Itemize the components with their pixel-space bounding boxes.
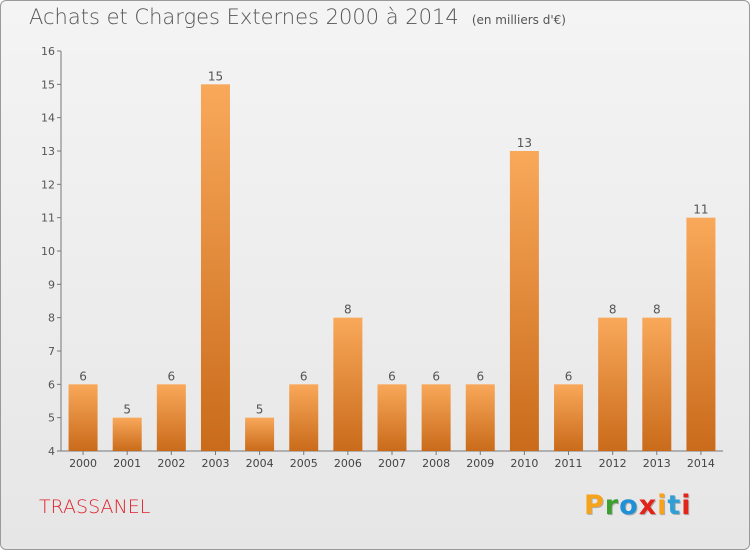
x-tick-label: 2006 xyxy=(334,457,362,470)
logo-letter: i xyxy=(681,490,692,521)
data-label: 6 xyxy=(432,369,440,383)
data-label: 8 xyxy=(609,303,617,317)
bar xyxy=(289,384,319,451)
y-tick-label: 9 xyxy=(48,278,55,291)
chart-bars: 6 5 6 15 5 6 8 6 6 6 13 6 8 8 11 xyxy=(68,69,716,451)
data-label: 15 xyxy=(208,69,223,83)
bar xyxy=(421,384,451,451)
bar xyxy=(509,151,539,451)
x-tick-label: 2011 xyxy=(555,457,583,470)
bar xyxy=(333,317,363,451)
chart-title-row: Achats et Charges Externes 2000 à 2014 (… xyxy=(29,5,566,29)
logo-letter: P xyxy=(584,490,605,521)
y-tick-label: 8 xyxy=(48,312,55,325)
bar xyxy=(686,217,716,451)
bar xyxy=(465,384,495,451)
data-label: 13 xyxy=(517,136,532,150)
x-tick-label: 2009 xyxy=(466,457,494,470)
x-tick-label: 2003 xyxy=(201,457,229,470)
data-label: 5 xyxy=(123,403,131,417)
bar xyxy=(156,384,186,451)
commune-name: TRASSANEL xyxy=(39,496,151,518)
bar xyxy=(112,417,142,451)
bar xyxy=(642,317,672,451)
logo-letter: t xyxy=(667,490,682,521)
y-tick-label: 14 xyxy=(41,112,55,125)
chart-unit: (en milliers d'€) xyxy=(471,13,566,27)
data-label: 6 xyxy=(388,369,396,383)
data-label: 8 xyxy=(653,303,661,317)
chart-axes: 4 5 6 7 8 9 10 11 12 13 14 15 16 2000 2001 2002 2003 2004… xyxy=(41,45,723,470)
y-tick-label: 6 xyxy=(48,378,55,391)
bar xyxy=(200,84,230,451)
x-tick-label: 2005 xyxy=(290,457,318,470)
data-label: 11 xyxy=(693,203,708,217)
bar xyxy=(598,317,628,451)
x-tick-label: 2001 xyxy=(113,457,141,470)
y-tick-label: 5 xyxy=(48,412,55,425)
x-tick-label: 2007 xyxy=(378,457,406,470)
data-label: 6 xyxy=(79,369,87,383)
bar xyxy=(377,384,407,451)
data-label: 8 xyxy=(344,303,352,317)
x-tick-label: 2013 xyxy=(643,457,671,470)
bar xyxy=(245,417,275,451)
logo-letter: o xyxy=(619,490,639,521)
y-tick-label: 11 xyxy=(41,212,55,225)
chart-title: Achats et Charges Externes 2000 à 2014 xyxy=(29,5,459,29)
y-tick-label: 13 xyxy=(41,145,55,158)
y-tick-label: 7 xyxy=(48,345,55,358)
data-label: 5 xyxy=(256,403,264,417)
data-label: 6 xyxy=(476,369,484,383)
y-tick-label: 16 xyxy=(41,45,55,58)
proxiti-logo: Proxiti xyxy=(584,490,692,521)
x-tick-label: 2010 xyxy=(510,457,538,470)
x-tick-label: 2000 xyxy=(69,457,97,470)
data-label: 6 xyxy=(168,369,176,383)
data-label: 6 xyxy=(565,369,573,383)
y-tick-label: 12 xyxy=(41,178,55,191)
logo-letter: x xyxy=(638,490,658,521)
x-tick-label: 2008 xyxy=(422,457,450,470)
bar xyxy=(68,384,98,451)
y-tick-label: 10 xyxy=(41,245,55,258)
x-tick-label: 2004 xyxy=(246,457,274,470)
logo-letter: i xyxy=(657,490,668,521)
logo-letter: r xyxy=(604,490,620,521)
y-tick-label: 4 xyxy=(48,445,55,458)
data-label: 6 xyxy=(300,369,308,383)
x-tick-label: 2014 xyxy=(687,457,715,470)
x-tick-label: 2012 xyxy=(599,457,627,470)
bar xyxy=(554,384,584,451)
y-tick-label: 15 xyxy=(41,78,55,91)
x-tick-label: 2002 xyxy=(157,457,185,470)
